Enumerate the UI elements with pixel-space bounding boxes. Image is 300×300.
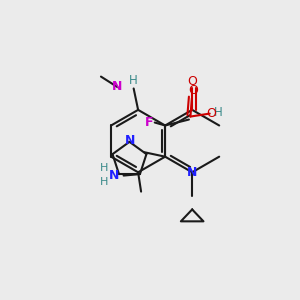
Text: O: O [187,74,197,88]
Text: N: N [109,169,119,182]
Text: H: H [100,177,109,187]
Text: O: O [188,84,198,97]
Text: O: O [206,107,216,120]
Text: N: N [187,166,197,179]
Text: H: H [214,106,222,119]
Text: H: H [100,163,109,173]
Text: N: N [125,134,135,147]
Text: H: H [129,74,137,87]
Text: N: N [112,80,122,94]
Text: F: F [145,116,153,129]
